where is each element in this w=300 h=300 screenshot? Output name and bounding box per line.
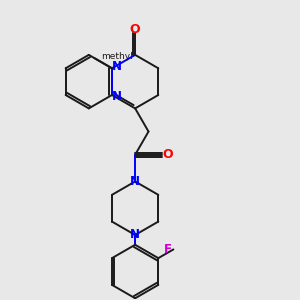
Text: N: N xyxy=(130,229,140,242)
Text: methyl: methyl xyxy=(101,52,133,61)
Text: F: F xyxy=(164,243,172,256)
Text: N: N xyxy=(111,90,122,103)
Text: N: N xyxy=(111,60,122,73)
Text: O: O xyxy=(162,148,172,161)
Text: N: N xyxy=(130,175,140,188)
Text: O: O xyxy=(130,23,140,36)
